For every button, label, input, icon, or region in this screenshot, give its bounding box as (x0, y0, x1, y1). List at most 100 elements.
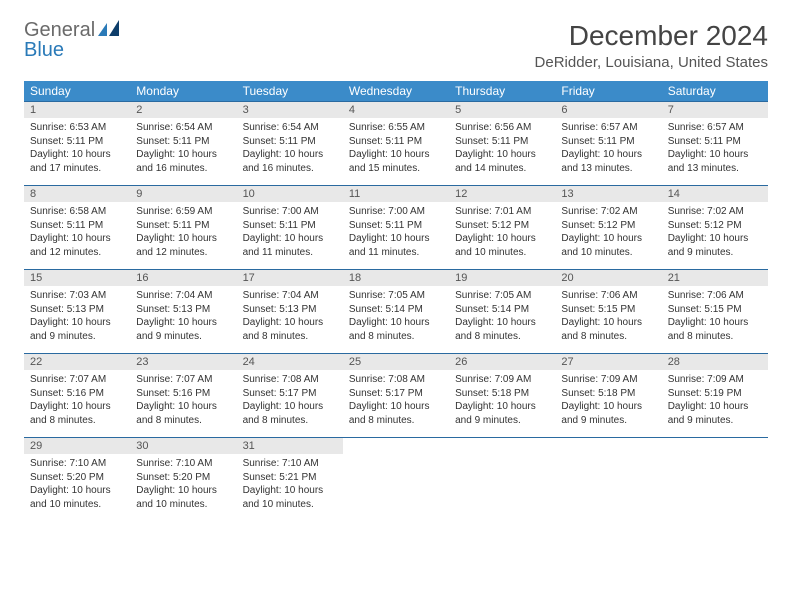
calendar-day-cell: 15Sunrise: 7:03 AMSunset: 5:13 PMDayligh… (24, 269, 130, 353)
header: General Blue December 2024 DeRidder, Lou… (24, 20, 768, 71)
daylight-line: and 10 minutes. (136, 498, 230, 512)
calendar-day-cell: 30Sunrise: 7:10 AMSunset: 5:20 PMDayligh… (130, 437, 236, 521)
day-details: Sunrise: 7:03 AMSunset: 5:13 PMDaylight:… (24, 286, 130, 349)
daylight-line: Daylight: 10 hours (561, 148, 655, 162)
sunset-line: Sunset: 5:20 PM (30, 471, 124, 485)
calendar-day-cell: 7Sunrise: 6:57 AMSunset: 5:11 PMDaylight… (662, 101, 768, 185)
weekday-header: Wednesday (343, 81, 449, 101)
day-number: 30 (130, 437, 236, 454)
day-details: Sunrise: 7:02 AMSunset: 5:12 PMDaylight:… (555, 202, 661, 265)
daylight-line: and 8 minutes. (30, 414, 124, 428)
calendar-day-cell: 13Sunrise: 7:02 AMSunset: 5:12 PMDayligh… (555, 185, 661, 269)
day-number: 18 (343, 269, 449, 286)
daylight-line: Daylight: 10 hours (668, 232, 762, 246)
weekday-header: Saturday (662, 81, 768, 101)
sunset-line: Sunset: 5:17 PM (349, 387, 443, 401)
calendar-day-cell: 29Sunrise: 7:10 AMSunset: 5:20 PMDayligh… (24, 437, 130, 521)
daylight-line: Daylight: 10 hours (455, 400, 549, 414)
logo-sails-icon (98, 19, 120, 41)
sunset-line: Sunset: 5:18 PM (455, 387, 549, 401)
daylight-line: and 8 minutes. (349, 414, 443, 428)
sunset-line: Sunset: 5:14 PM (455, 303, 549, 317)
sunset-line: Sunset: 5:14 PM (349, 303, 443, 317)
day-number: 15 (24, 269, 130, 286)
sunset-line: Sunset: 5:11 PM (349, 219, 443, 233)
sunrise-line: Sunrise: 7:02 AM (561, 205, 655, 219)
logo-blue: Blue (24, 40, 120, 60)
day-number: 21 (662, 269, 768, 286)
calendar-day-cell: 12Sunrise: 7:01 AMSunset: 5:12 PMDayligh… (449, 185, 555, 269)
daylight-line: and 13 minutes. (561, 162, 655, 176)
calendar-day-cell: 17Sunrise: 7:04 AMSunset: 5:13 PMDayligh… (237, 269, 343, 353)
sunset-line: Sunset: 5:20 PM (136, 471, 230, 485)
daylight-line: Daylight: 10 hours (561, 316, 655, 330)
page-title: December 2024 (535, 20, 768, 52)
day-details: Sunrise: 7:06 AMSunset: 5:15 PMDaylight:… (662, 286, 768, 349)
sunrise-line: Sunrise: 6:53 AM (30, 121, 124, 135)
calendar-day-cell: 20Sunrise: 7:06 AMSunset: 5:15 PMDayligh… (555, 269, 661, 353)
day-number: 27 (555, 353, 661, 370)
day-details: Sunrise: 7:09 AMSunset: 5:18 PMDaylight:… (555, 370, 661, 433)
calendar-day-cell (343, 437, 449, 521)
daylight-line: and 10 minutes. (243, 498, 337, 512)
daylight-line: and 17 minutes. (30, 162, 124, 176)
calendar-day-cell: 23Sunrise: 7:07 AMSunset: 5:16 PMDayligh… (130, 353, 236, 437)
daylight-line: Daylight: 10 hours (243, 316, 337, 330)
sunset-line: Sunset: 5:11 PM (243, 219, 337, 233)
calendar-day-cell: 5Sunrise: 6:56 AMSunset: 5:11 PMDaylight… (449, 101, 555, 185)
calendar-day-cell: 6Sunrise: 6:57 AMSunset: 5:11 PMDaylight… (555, 101, 661, 185)
sunrise-line: Sunrise: 7:08 AM (349, 373, 443, 387)
day-number: 8 (24, 185, 130, 202)
calendar-day-cell: 16Sunrise: 7:04 AMSunset: 5:13 PMDayligh… (130, 269, 236, 353)
sunrise-line: Sunrise: 7:04 AM (136, 289, 230, 303)
daylight-line: Daylight: 10 hours (30, 484, 124, 498)
sunrise-line: Sunrise: 7:05 AM (349, 289, 443, 303)
day-number: 29 (24, 437, 130, 454)
day-number: 19 (449, 269, 555, 286)
day-number (449, 437, 555, 442)
daylight-line: and 10 minutes. (455, 246, 549, 260)
sunset-line: Sunset: 5:11 PM (668, 135, 762, 149)
day-details: Sunrise: 7:09 AMSunset: 5:18 PMDaylight:… (449, 370, 555, 433)
sunrise-line: Sunrise: 7:10 AM (136, 457, 230, 471)
day-details: Sunrise: 6:58 AMSunset: 5:11 PMDaylight:… (24, 202, 130, 265)
title-block: December 2024 DeRidder, Louisiana, Unite… (535, 20, 768, 71)
sunrise-line: Sunrise: 7:09 AM (668, 373, 762, 387)
daylight-line: and 11 minutes. (349, 246, 443, 260)
day-number: 16 (130, 269, 236, 286)
day-number: 17 (237, 269, 343, 286)
day-details: Sunrise: 7:04 AMSunset: 5:13 PMDaylight:… (130, 286, 236, 349)
sunset-line: Sunset: 5:11 PM (561, 135, 655, 149)
daylight-line: Daylight: 10 hours (136, 148, 230, 162)
day-number: 9 (130, 185, 236, 202)
day-details: Sunrise: 6:54 AMSunset: 5:11 PMDaylight:… (130, 118, 236, 181)
daylight-line: Daylight: 10 hours (136, 400, 230, 414)
daylight-line: and 16 minutes. (136, 162, 230, 176)
daylight-line: Daylight: 10 hours (455, 232, 549, 246)
sunset-line: Sunset: 5:11 PM (136, 135, 230, 149)
daylight-line: and 16 minutes. (243, 162, 337, 176)
daylight-line: Daylight: 10 hours (668, 400, 762, 414)
sunrise-line: Sunrise: 7:06 AM (561, 289, 655, 303)
day-details: Sunrise: 7:01 AMSunset: 5:12 PMDaylight:… (449, 202, 555, 265)
weekday-header: Tuesday (237, 81, 343, 101)
day-number: 26 (449, 353, 555, 370)
sunset-line: Sunset: 5:16 PM (30, 387, 124, 401)
daylight-line: and 8 minutes. (349, 330, 443, 344)
weekday-header-row: Sunday Monday Tuesday Wednesday Thursday… (24, 81, 768, 101)
daylight-line: Daylight: 10 hours (668, 148, 762, 162)
day-number: 23 (130, 353, 236, 370)
sunrise-line: Sunrise: 7:09 AM (455, 373, 549, 387)
sunset-line: Sunset: 5:12 PM (561, 219, 655, 233)
sunset-line: Sunset: 5:15 PM (668, 303, 762, 317)
calendar-day-cell: 24Sunrise: 7:08 AMSunset: 5:17 PMDayligh… (237, 353, 343, 437)
daylight-line: Daylight: 10 hours (668, 316, 762, 330)
daylight-line: and 10 minutes. (30, 498, 124, 512)
sunset-line: Sunset: 5:12 PM (668, 219, 762, 233)
calendar-day-cell: 28Sunrise: 7:09 AMSunset: 5:19 PMDayligh… (662, 353, 768, 437)
sunrise-line: Sunrise: 6:58 AM (30, 205, 124, 219)
sunset-line: Sunset: 5:11 PM (455, 135, 549, 149)
sunset-line: Sunset: 5:13 PM (136, 303, 230, 317)
daylight-line: and 8 minutes. (136, 414, 230, 428)
day-details: Sunrise: 7:00 AMSunset: 5:11 PMDaylight:… (343, 202, 449, 265)
